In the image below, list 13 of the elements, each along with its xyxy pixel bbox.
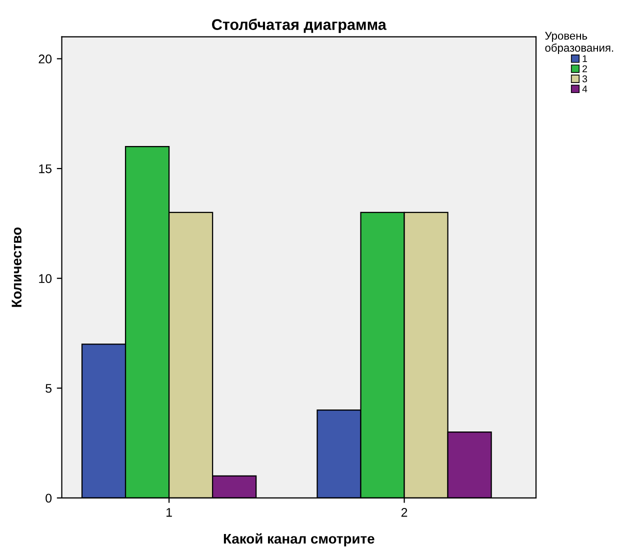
x-axis-title: Какой канал смотрите xyxy=(224,533,374,546)
legend-label: 1 xyxy=(582,55,587,62)
y-tick-label: 10 xyxy=(39,274,52,283)
legend-label: 3 xyxy=(582,75,588,82)
chart-title: Столбчатая диаграмма xyxy=(212,18,386,34)
y-tick-label: 15 xyxy=(39,164,52,174)
y-axis-title: Количество xyxy=(12,227,22,307)
legend-title: Уровень образования. xyxy=(545,32,614,54)
legend-label: 4 xyxy=(582,86,588,92)
y-tick-label: 5 xyxy=(46,384,52,393)
y-tick-label: 0 xyxy=(46,494,52,503)
legend-label: 2 xyxy=(582,65,587,72)
y-tick-label: 20 xyxy=(38,54,52,64)
